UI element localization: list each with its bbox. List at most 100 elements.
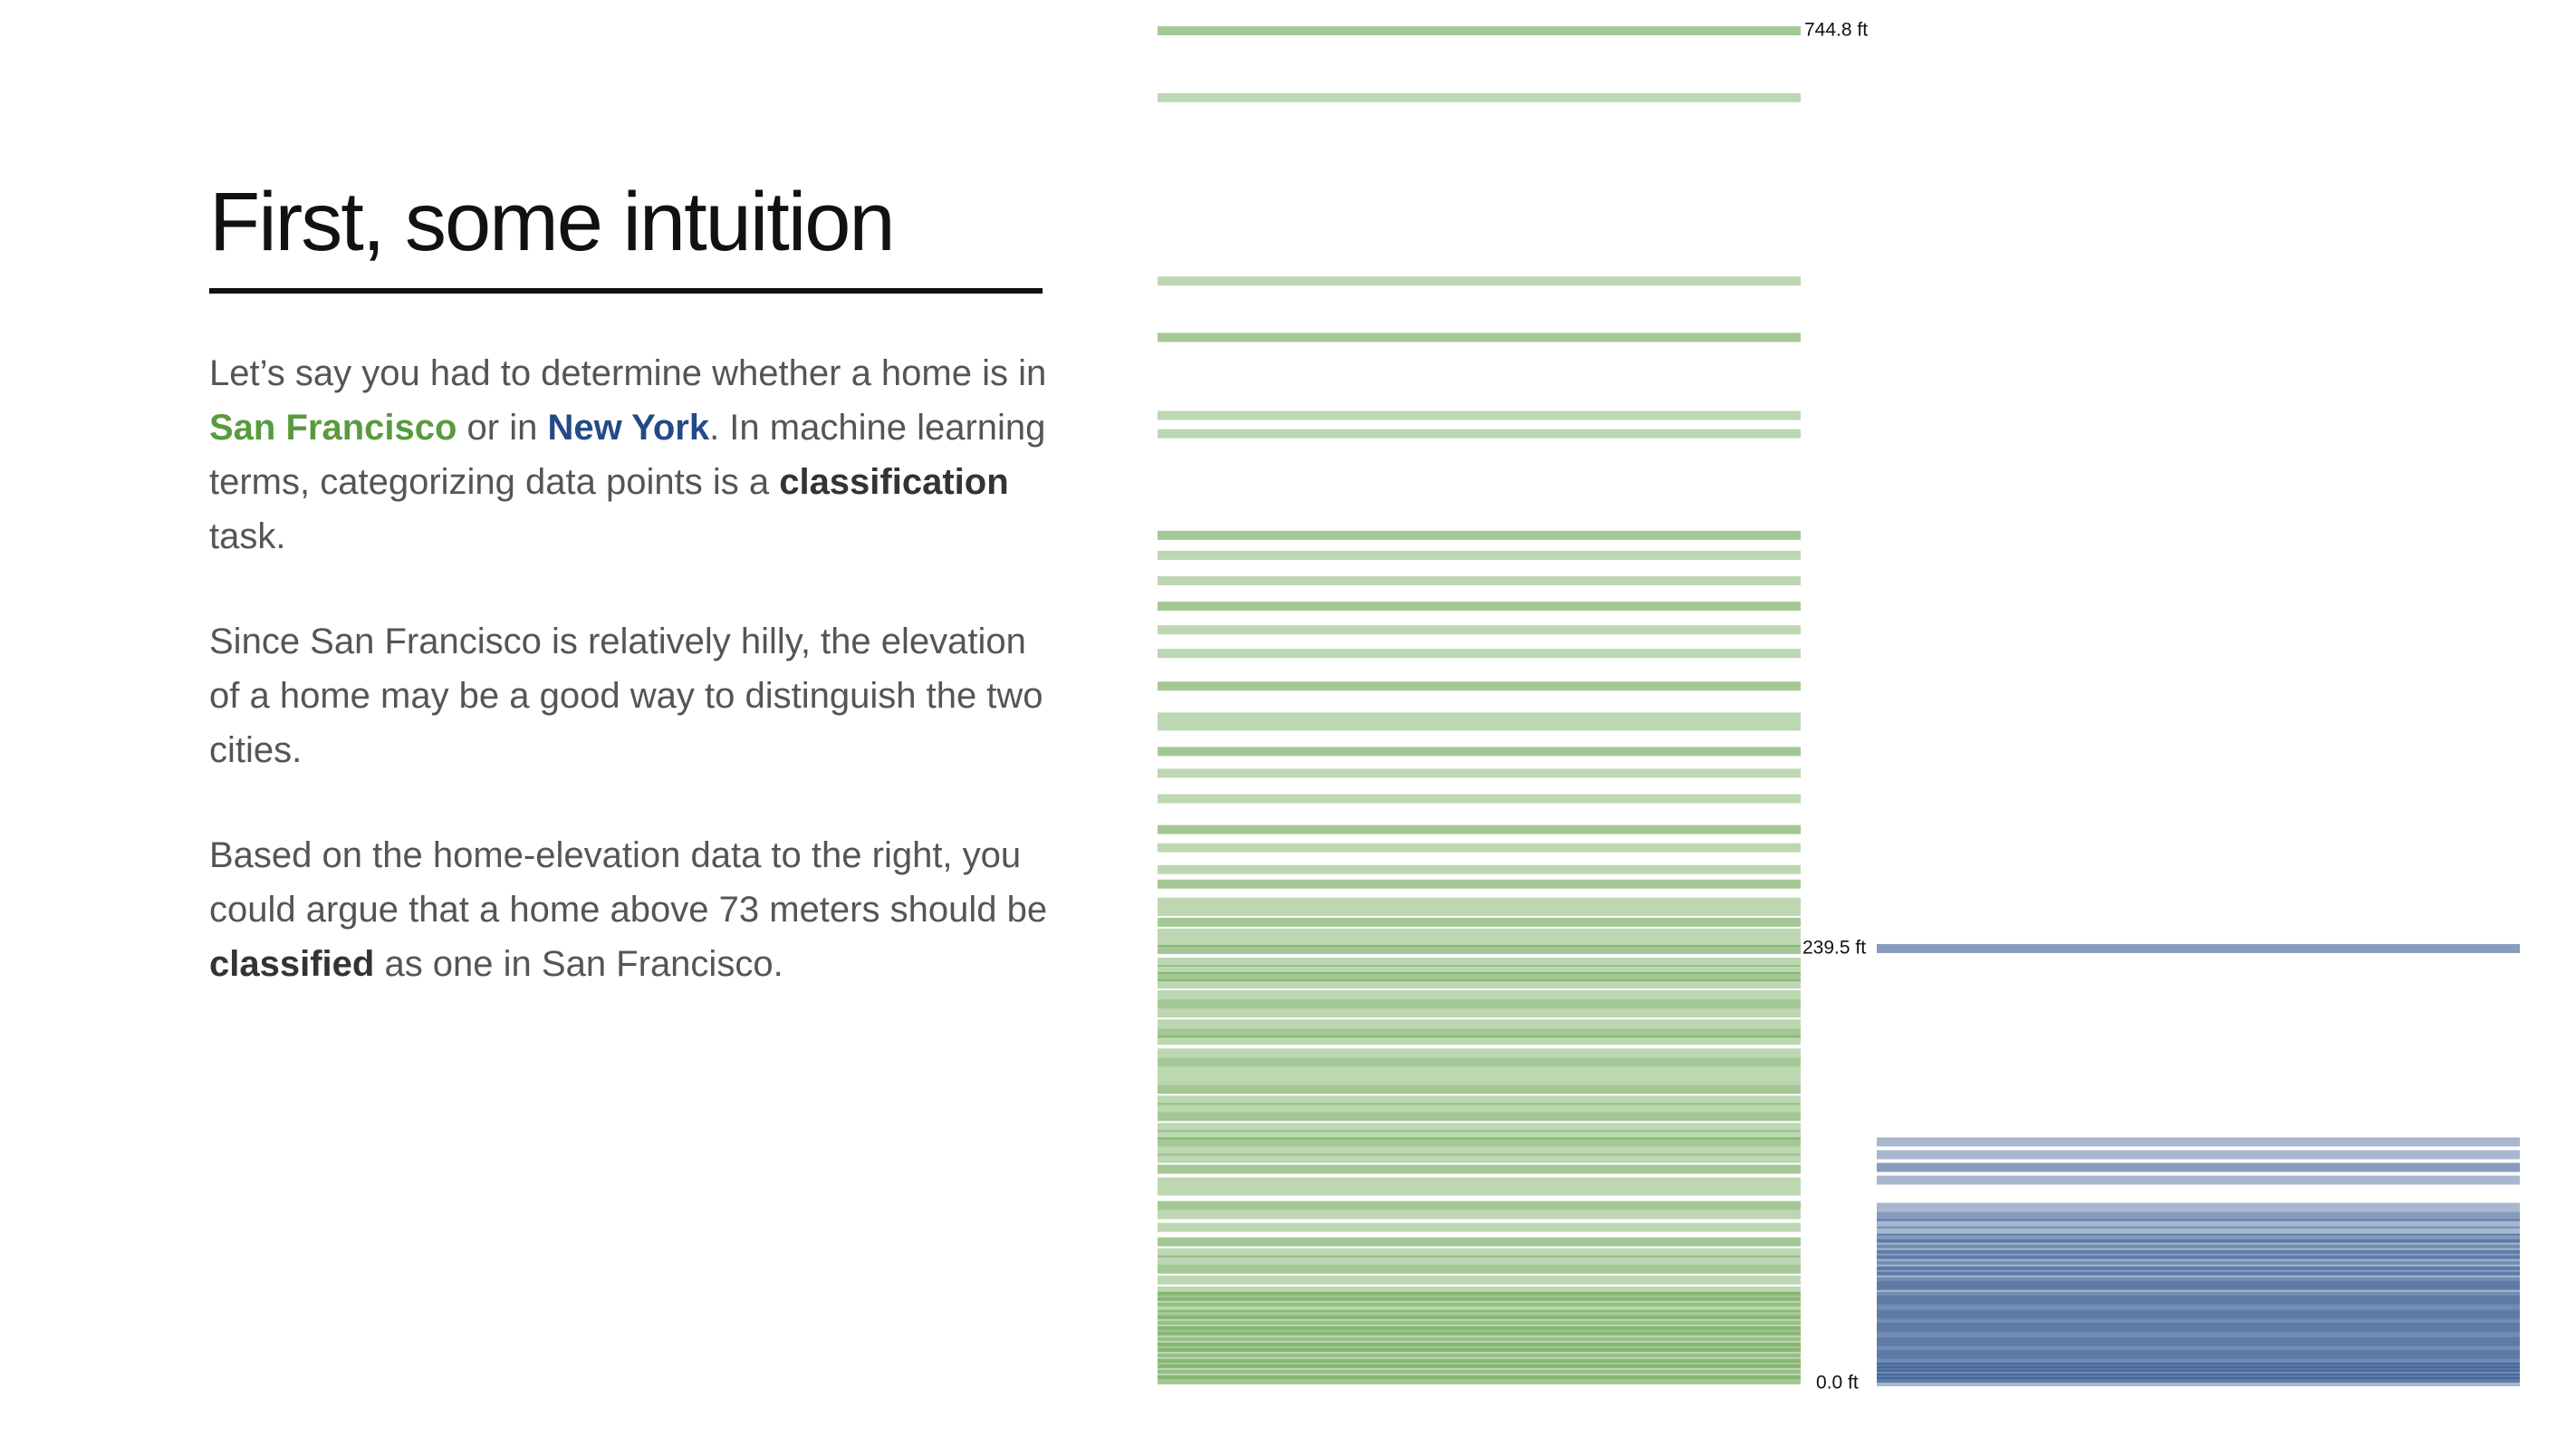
san-francisco-home-strip: [1158, 928, 1801, 938]
san-francisco-home-strip: [1158, 1222, 1801, 1232]
san-francisco-home-strip: [1158, 999, 1801, 1009]
san-francisco-home-strip: [1158, 681, 1801, 691]
san-francisco-home-strip: [1158, 747, 1801, 757]
san-francisco-home-strip: [1158, 825, 1801, 834]
new-york-home-strip: [1877, 1280, 2520, 1290]
new-york-home-strip: [1877, 1362, 2520, 1372]
san-francisco-home-strip: [1158, 410, 1801, 420]
elevation-paragraph: Since San Francisco is relatively hilly,…: [209, 622, 1043, 770]
san-francisco-home-strip: [1158, 1066, 1801, 1076]
san-francisco-home-strip: [1158, 1153, 1801, 1163]
new-york-home-strip: [1877, 1202, 2520, 1212]
san-francisco-home-strip: [1158, 1210, 1801, 1220]
new-york-home-strip: [1877, 1336, 2520, 1346]
new-york-home-strip: [1877, 1286, 2520, 1296]
san-francisco-home-strip: [1158, 1201, 1801, 1210]
san-francisco-home-strip: [1158, 1123, 1801, 1133]
san-francisco-home-strip: [1158, 1019, 1801, 1029]
san-francisco-max-label: 744.8 ft: [1804, 20, 1868, 41]
san-francisco-home-strip: [1158, 333, 1801, 342]
new-york-home-strip: [1877, 1226, 2520, 1236]
new-york-home-strip: [1877, 1295, 2520, 1305]
san-francisco-home-strip: [1158, 1264, 1801, 1274]
san-francisco-home-strip: [1158, 1057, 1801, 1067]
san-francisco-home-strip: [1158, 1342, 1801, 1352]
new-york-home-strip: [1877, 1365, 2520, 1375]
san-francisco-home-strip: [1158, 1248, 1801, 1258]
san-francisco-home-strip: [1158, 964, 1801, 974]
san-francisco-home-strip: [1158, 1164, 1801, 1174]
new-york-home-strip: [1877, 1327, 2520, 1337]
san-francisco-home-strip: [1158, 1302, 1801, 1312]
elevation-labels: 744.8 ft 239.5 ft 0.0 ft: [1802, 20, 1868, 1394]
san-francisco-home-strip: [1158, 1326, 1801, 1336]
san-francisco-home-strip: [1158, 1369, 1801, 1379]
san-francisco-home-strip: [1158, 1237, 1801, 1247]
san-francisco-home-strip: [1158, 957, 1801, 967]
new-york-home-strip: [1877, 1309, 2520, 1319]
san-francisco-home-strip: [1158, 897, 1801, 907]
san-francisco-home-strip: [1158, 26, 1801, 35]
san-francisco-home-strip: [1158, 768, 1801, 778]
new-york-home-strip: [1877, 1211, 2520, 1221]
san-francisco-home-strip: [1158, 1286, 1801, 1296]
san-francisco-home-strip: [1158, 1358, 1801, 1368]
zero-elevation-label: 0.0 ft: [1816, 1373, 1859, 1394]
new-york-label: New York: [547, 408, 710, 448]
san-francisco-home-strip: [1158, 575, 1801, 585]
san-francisco-home-strip: [1158, 92, 1801, 102]
intro-text-1: Let’s say you had to determine whether a…: [209, 353, 1047, 393]
new-york-home-strip: [1877, 1249, 2520, 1259]
new-york-home-strip: [1877, 1219, 2520, 1229]
san-francisco-home-strip: [1158, 1146, 1801, 1156]
san-francisco-home-strip: [1158, 625, 1801, 635]
new-york-home-strip: [1877, 1300, 2520, 1310]
new-york-home-strip: [1877, 1355, 2520, 1365]
intro-text-3: . In machine learning terms, categorizin…: [209, 408, 1046, 502]
san-francisco-home-strip: [1158, 550, 1801, 560]
new-york-home-strip: [1877, 1349, 2520, 1359]
san-francisco-home-strip: [1158, 990, 1801, 1000]
san-francisco-home-strip: [1158, 1036, 1801, 1046]
san-francisco-home-strip: [1158, 843, 1801, 853]
new-york-home-strip: [1877, 1260, 2520, 1270]
san-francisco-home-strip: [1158, 864, 1801, 874]
san-francisco-home-strip: [1158, 1130, 1801, 1140]
san-francisco-home-strip: [1158, 276, 1801, 286]
san-francisco-home-strip: [1158, 712, 1801, 722]
text-panel: First, some intuition Let’s say you had …: [209, 172, 1052, 991]
san-francisco-home-strip: [1158, 1297, 1801, 1307]
new-york-home-strip: [1877, 1244, 2520, 1254]
san-francisco-home-strip: [1158, 1085, 1801, 1095]
san-francisco-home-strip: [1158, 1347, 1801, 1357]
san-francisco-home-strip: [1158, 1364, 1801, 1374]
new-york-home-strip: [1877, 1137, 2520, 1147]
san-francisco-home-strip: [1158, 1374, 1801, 1384]
intro-text-4: task.: [209, 516, 286, 556]
san-francisco-home-strip: [1158, 1137, 1801, 1147]
san-francisco-home-strip: [1158, 1103, 1801, 1113]
san-francisco-home-strip: [1158, 944, 1801, 954]
san-francisco-home-strip: [1158, 1008, 1801, 1018]
san-francisco-home-strip: [1158, 906, 1801, 916]
new-york-home-strip: [1877, 1373, 2520, 1383]
new-york-home-strip: [1877, 1376, 2520, 1386]
san-francisco-home-strip: [1158, 1336, 1801, 1346]
threshold-paragraph: Based on the home-elevation data to the …: [209, 828, 1052, 991]
new-york-strips: [1877, 943, 2520, 1386]
new-york-home-strip: [1877, 943, 2520, 953]
san-francisco-home-strip: [1158, 721, 1801, 731]
san-francisco-home-strip: [1158, 602, 1801, 612]
threshold-text-2: as one in San Francisco.: [374, 944, 783, 984]
new-york-home-strip: [1877, 1150, 2520, 1160]
san-francisco-home-strip: [1158, 979, 1801, 989]
san-francisco-strips: [1158, 26, 1801, 1384]
intro-paragraph: Let’s say you had to determine whether a…: [209, 346, 1052, 564]
san-francisco-home-strip: [1158, 879, 1801, 889]
new-york-home-strip: [1877, 1162, 2520, 1172]
new-york-home-strip: [1877, 1255, 2520, 1265]
san-francisco-home-strip: [1158, 1112, 1801, 1122]
san-francisco-home-strip: [1158, 1028, 1801, 1038]
san-francisco-home-strip: [1158, 1255, 1801, 1265]
